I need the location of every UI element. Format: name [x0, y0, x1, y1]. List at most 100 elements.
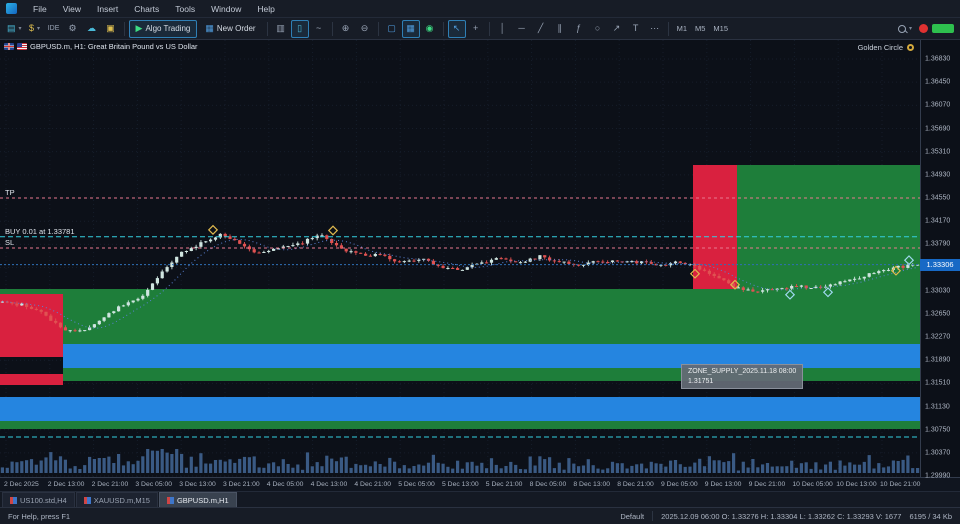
uk-flag-icon [4, 43, 14, 50]
time-axis-label: 8 Dec 21:00 [617, 481, 654, 488]
cloud-icon: ☁ [87, 23, 97, 33]
status-quote: 2025.12.09 06:00 O: 1.33276 H: 1.33304 L… [661, 511, 902, 521]
bar-chart-button[interactable]: ▥ [272, 20, 290, 38]
signal-marker [729, 279, 741, 290]
zoom-in-button[interactable]: ⊕ [337, 20, 355, 38]
toolbar-separator [266, 21, 268, 36]
candlestick-icon: ▯ [297, 23, 303, 33]
toolbar: ▤ ▾ $ ▾ IDE ⚙ ☁ ▣ ▶ Algo Trading ▦ New Order… [0, 18, 960, 40]
menu-help[interactable]: Help [257, 4, 275, 14]
timeframe-m1-button[interactable]: M1 [676, 24, 687, 33]
toolbar-right-group: ▾ [895, 20, 956, 38]
charts-grid-button[interactable]: ▦ [401, 19, 420, 38]
time-axis-label: 4 Dec 13:00 [310, 481, 348, 488]
tile-windows-button[interactable]: ▢ [383, 20, 401, 38]
time-axis-label: 2 Dec 13:00 [47, 481, 85, 488]
time-axis-label: 10 Dec 13:00 [836, 481, 877, 488]
tile-windows-icon: ▢ [387, 23, 396, 33]
supply-right-red [693, 165, 737, 290]
candlestick-button[interactable]: ▯ [290, 19, 309, 38]
timeframe-m5-button[interactable]: M5 [695, 24, 706, 33]
time-axis-label: 5 Dec 05:00 [398, 481, 435, 488]
alerts-button[interactable]: ◉ [421, 20, 439, 38]
shapes-button[interactable]: ○ [589, 20, 607, 38]
crosshair-button[interactable]: + [467, 20, 485, 38]
search-button[interactable]: ▾ [895, 20, 915, 38]
price-axis-label: 1.33030 [925, 287, 951, 295]
new-order-button[interactable]: ▦ New Order [198, 20, 262, 38]
chart-tab-us100-std-h4[interactable]: US100.std,H4 [2, 492, 75, 507]
time-axis-label: 8 Dec 13:00 [573, 481, 611, 488]
order-lines: TP BUY 0.01 at 1.33781 SL [0, 188, 920, 438]
new-chart-button[interactable]: ▤ ▾ [4, 20, 25, 38]
menu-view[interactable]: View [62, 4, 81, 14]
vertical-line-icon: │ [499, 23, 506, 33]
chevron-down-icon: ▾ [18, 25, 22, 32]
price-axis-label: 1.31130 [925, 403, 950, 411]
price-axis-label: 1.30750 [925, 426, 951, 434]
chart-tab-label: GBPUSD.m,H1 [176, 495, 229, 505]
menu-charts[interactable]: Charts [134, 4, 160, 14]
menu-window[interactable]: Window [211, 4, 242, 14]
time-axis-label: 3 Dec 05:00 [135, 481, 173, 488]
time-axis[interactable]: 2 Dec 2025 2 Dec 13:00 2 Dec 21:00 3 Dec 05… [0, 477, 960, 491]
text-tool-button[interactable]: T [627, 20, 645, 38]
menu-insert[interactable]: Insert [96, 4, 119, 14]
new-chart-icon: ▤ [7, 23, 16, 33]
fibonacci-button[interactable]: ƒ [570, 20, 588, 38]
chart-tab-xauusd-m-m15[interactable]: XAUUSD.m,M15 [75, 492, 158, 507]
chart-tab-icon [83, 496, 91, 504]
cloud-button[interactable]: ☁ [83, 20, 101, 38]
time-axis-label: 10 Dec 05:00 [792, 481, 833, 488]
menu-tools[interactable]: Tools [175, 4, 196, 14]
more-icon: ⋯ [650, 23, 660, 33]
price-axis-label: 1.31890 [925, 356, 951, 364]
signal-marker [903, 255, 915, 266]
algo-trading-button[interactable]: ▶ Algo Trading [128, 19, 198, 38]
time-axis-label: 10 Dec 21:00 [880, 481, 921, 488]
signal-marker [784, 289, 796, 300]
signal-marker [822, 287, 834, 298]
market-button[interactable]: ▣ [102, 20, 120, 38]
price-axis[interactable]: 1.36830 1.36450 1.36070 1.35690 1.35310 1.349… [920, 40, 960, 480]
search-icon [897, 24, 906, 33]
time-axis-label: 4 Dec 21:00 [354, 481, 392, 488]
toolbar-separator [377, 21, 379, 36]
notifications-badge[interactable] [919, 24, 928, 33]
signal-marker [207, 224, 219, 235]
shapes-icon: ○ [594, 23, 601, 33]
chart-tab-icon [10, 496, 17, 504]
arrows-button[interactable]: ↗ [608, 20, 626, 38]
play-icon: ▶ [135, 23, 143, 33]
price-axis-label: 1.30370 [925, 449, 951, 457]
timeframe-m15-button[interactable]: M15 [713, 24, 729, 33]
signal-marker [689, 268, 701, 279]
vertical-line-button[interactable]: │ [494, 20, 512, 38]
price-axis-label: 1.35310 [925, 148, 951, 156]
horizontal-line-icon: ─ [518, 23, 525, 33]
trendline-button[interactable]: ╱ [532, 20, 550, 38]
zone-blue-bottom [0, 397, 920, 421]
channel-button[interactable]: ∥ [551, 20, 569, 38]
chart-plot[interactable]: TP BUY 0.01 at 1.33781 SL [0, 40, 920, 477]
fibonacci-icon: ƒ [576, 23, 582, 33]
chart-region: TP BUY 0.01 at 1.33781 SL GBPUSD.m, H1: Gr… [0, 40, 960, 480]
zoom-out-icon: ⊖ [360, 23, 369, 33]
chart-tab-gbpusd-m-h1[interactable]: GBPUSD.m,H1 [158, 492, 237, 507]
ide-button[interactable]: IDE [45, 20, 63, 38]
cursor-button[interactable]: ↖ [447, 19, 466, 38]
options-button[interactable]: ⚙ [64, 20, 82, 38]
menu-file[interactable]: File [33, 4, 47, 14]
more-objects-button[interactable]: ⋯ [646, 20, 664, 38]
zoom-out-button[interactable]: ⊖ [356, 20, 374, 38]
status-profile[interactable]: Default [620, 511, 645, 521]
price-axis-label: 1.36830 [925, 55, 951, 63]
chart-symbol-title: GBPUSD.m, H1: Great Britain Pound vs US … [30, 42, 198, 51]
watermark-label: Golden Circle [857, 43, 903, 52]
profiles-button[interactable]: $ ▾ [26, 20, 44, 38]
horizontal-line-button[interactable]: ─ [513, 20, 531, 38]
line-chart-button[interactable]: ~ [310, 20, 328, 38]
cursor-icon: ↖ [452, 23, 461, 33]
current-price-badge: 1.33306 [920, 259, 960, 271]
toolbar-separator [123, 21, 125, 36]
